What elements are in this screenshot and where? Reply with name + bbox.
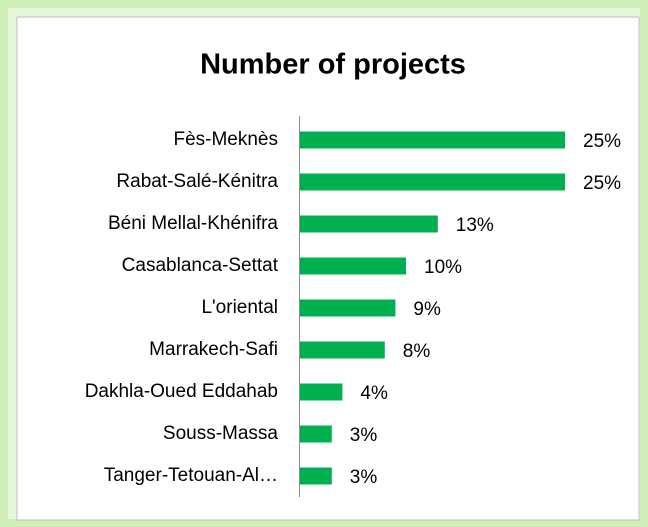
bar	[300, 173, 565, 191]
value-label: 3%	[350, 425, 378, 446]
category-label: Tanger-Tetouan-Al…	[104, 465, 278, 486]
category-label: L'oriental	[201, 297, 278, 318]
bar	[300, 341, 385, 359]
bar	[300, 383, 343, 401]
bar	[300, 425, 332, 443]
value-label: 13%	[456, 215, 494, 236]
category-label: Béni Mellal-Khénifra	[108, 213, 278, 234]
category-label: Marrakech-Safi	[149, 339, 278, 360]
bar	[300, 467, 332, 485]
value-label: 10%	[424, 257, 462, 278]
category-label: Souss-Massa	[163, 423, 279, 444]
bar	[300, 215, 438, 233]
bar	[300, 257, 406, 275]
chart-title: Number of projects	[200, 49, 466, 81]
category-label: Dakhla-Oued Eddahab	[85, 381, 278, 402]
bar	[300, 299, 396, 317]
category-label: Casablanca-Settat	[122, 255, 279, 276]
value-label: 4%	[360, 383, 388, 404]
value-label: 8%	[403, 341, 431, 362]
value-label: 25%	[583, 131, 621, 152]
value-label: 25%	[583, 173, 621, 194]
bar	[300, 131, 565, 149]
category-label: Rabat-Salé-Kénitra	[116, 171, 278, 192]
category-label: Fès-Meknès	[173, 129, 278, 150]
value-label: 3%	[350, 467, 378, 488]
value-label: 9%	[413, 299, 441, 320]
